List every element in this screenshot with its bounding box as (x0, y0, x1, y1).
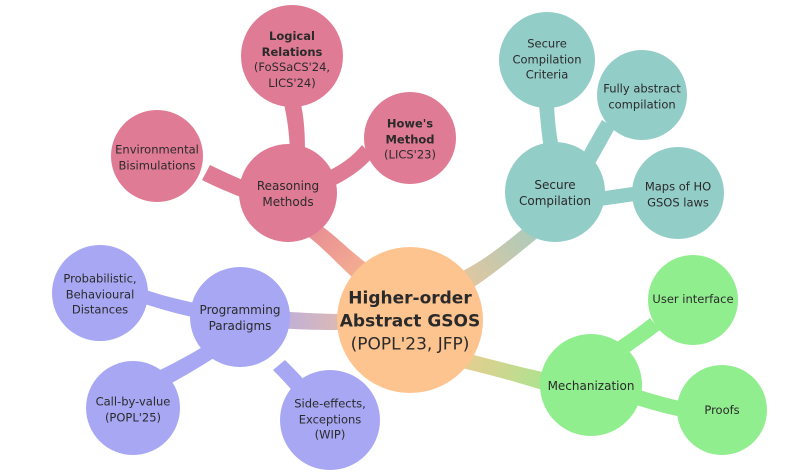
prob-line-2: Behavioural (65, 287, 135, 302)
logical-line-2: Relations (261, 44, 323, 59)
fully-line-2: compilation (608, 97, 676, 111)
criteria-line-1: Secure (527, 36, 567, 51)
prob-line-3: Distances (71, 302, 129, 317)
node-proofs (677, 365, 767, 455)
side-effects-label: Side-effects, Exceptions (WIP) (294, 397, 366, 444)
programming-label-line-1: Programming (199, 302, 281, 317)
connector-root-mechanization (448, 350, 565, 395)
side-line-1: Side-effects, (294, 396, 366, 411)
maps-line-2: GSOS laws (647, 195, 709, 209)
programming-label-line-2: Paradigms (208, 319, 272, 333)
node-secure-compilation-criteria (499, 12, 595, 108)
maps-of-ho-gsos-label: Maps of HO GSOS laws (645, 179, 711, 210)
node-mechanization (540, 334, 642, 436)
howe-line-1: Howe's (386, 116, 434, 131)
maps-line-1: Maps of HO (644, 179, 712, 194)
secure-compilation-label: Secure Compilation (519, 177, 591, 209)
secure-label-line-1: Secure (534, 177, 576, 192)
fully-abstract-compilation-label: Fully abstract compilation (603, 81, 681, 112)
connector-secure-maps (598, 186, 642, 206)
node-fully-abstract-compilation (597, 50, 687, 140)
reasoning-label-line-1: Reasoning (256, 178, 320, 193)
fully-line-1: Fully abstract (603, 81, 681, 96)
howes-method-label: Howe's Method (LICS'23) (384, 117, 436, 164)
secure-label-line-2: Compilation (518, 194, 592, 208)
reasoning-methods-label: Reasoning Methods (257, 178, 319, 210)
proofs-label: Proofs (704, 403, 740, 418)
logical-line-1: Logical (269, 28, 315, 43)
user-interface-label: User interface (652, 292, 734, 307)
node-programming-paradigms (190, 267, 290, 367)
logical-line-3: (FoSSaCS'24, (253, 60, 331, 74)
env-line-2: Bisimulations (118, 158, 196, 172)
criteria-line-3: Criteria (525, 67, 569, 82)
side-line-3: (WIP) (314, 427, 346, 442)
node-user-interface (648, 255, 738, 345)
cbv-line-2: (POPL'25) (104, 410, 162, 424)
mechanization-label: Mechanization (547, 378, 635, 393)
criteria-line-2: Compilation (512, 52, 582, 67)
side-line-2: Exceptions (298, 412, 362, 427)
connector-programming-prob (135, 288, 200, 318)
reasoning-label-line-2: Methods (262, 195, 314, 209)
root-line-2: Abstract GSOS (339, 311, 481, 332)
root-label: Higher-order Abstract GSOS (POPL'23, JFP… (340, 288, 480, 357)
probabilistic-distances-label: Probabilistic, Behavioural Distances (63, 272, 136, 319)
cbv-line-1: Call-by-value (95, 394, 171, 409)
howe-line-2: Method (385, 132, 435, 147)
env-line-1: Environmental (115, 142, 199, 157)
root-line-1: Higher-order (348, 288, 472, 309)
node-side-effects (280, 370, 380, 470)
call-by-value-label: Call-by-value (POPL'25) (96, 394, 171, 425)
node-howes-method (364, 92, 456, 184)
prob-line-1: Probabilistic, (63, 271, 137, 286)
node-root (337, 247, 483, 393)
node-logical-relations (241, 5, 343, 107)
programming-paradigms-label: Programming Paradigms (200, 302, 281, 334)
howe-line-3: (LICS'23) (384, 147, 436, 162)
secure-compilation-criteria-label: Secure Compilation Criteria (512, 37, 581, 84)
node-probabilistic-distances (52, 245, 148, 341)
node-secure-compilation (505, 142, 605, 242)
node-maps-of-ho-gsos (632, 147, 724, 239)
node-environmental-bisimulations (111, 110, 203, 202)
root-line-3: (POPL'23, JFP) (350, 334, 470, 355)
environmental-bisimulations-label: Environmental Bisimulations (115, 142, 199, 173)
node-call-by-value (86, 361, 180, 455)
node-reasoning-methods (239, 144, 337, 242)
logical-line-4: LICS'24) (268, 75, 316, 90)
logical-relations-label: Logical Relations (FoSSaCS'24, LICS'24) (254, 29, 330, 91)
connector-reasoning-logical (283, 100, 305, 158)
